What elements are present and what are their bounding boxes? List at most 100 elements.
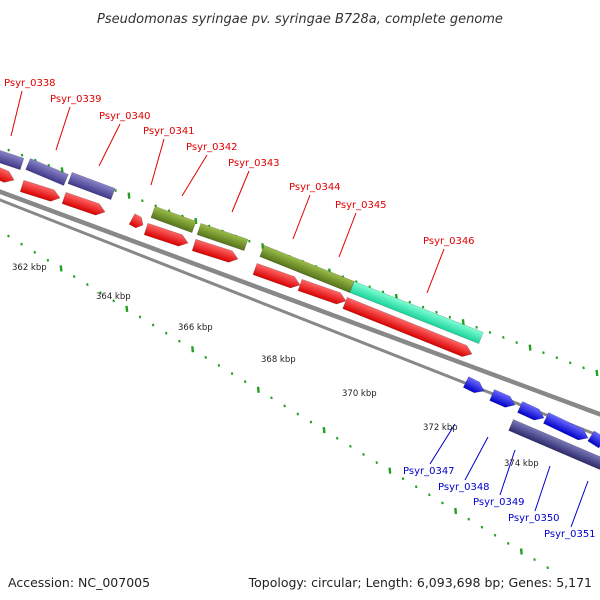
tick-mark	[46, 258, 50, 262]
tick-mark	[519, 548, 523, 555]
gene-label-Psyr_0343[interactable]: Psyr_0343	[228, 158, 280, 169]
cds-shape	[342, 297, 473, 357]
tick-mark	[47, 163, 51, 167]
gene-label-Psyr_0347[interactable]: Psyr_0347	[403, 466, 455, 477]
label-leader-line	[464, 436, 489, 481]
tick-mark	[20, 242, 23, 246]
tick-mark	[555, 356, 559, 360]
label-leader-line	[181, 154, 208, 197]
cds-shape	[297, 278, 347, 305]
tick-mark	[362, 452, 365, 456]
tick-mark	[112, 299, 115, 303]
gene-label-Psyr_0346[interactable]: Psyr_0346	[423, 236, 475, 247]
tick-mark	[165, 331, 168, 335]
tick-mark	[515, 341, 518, 344]
tick-mark	[428, 493, 431, 497]
label-leader-line	[426, 248, 445, 294]
tick-label: 366 kbp	[178, 323, 213, 333]
tick-mark	[141, 199, 144, 203]
cds-shape	[543, 412, 589, 441]
tick-mark	[138, 315, 142, 319]
tick-mark	[127, 192, 131, 199]
tick-mark	[194, 217, 198, 225]
cds-shape	[143, 222, 189, 247]
tick-mark	[86, 283, 89, 287]
label-leader-line	[55, 106, 71, 151]
gene-label-Psyr_0342[interactable]: Psyr_0342	[186, 142, 238, 153]
label-leader-line	[10, 90, 23, 137]
cds-Psyr_0350-forward	[543, 412, 589, 441]
tick-mark	[467, 517, 471, 521]
tick-mark	[480, 525, 484, 529]
tick-label: 368 kbp	[261, 355, 296, 365]
cds-Psyr_0341-forward	[128, 213, 144, 229]
tick-mark	[401, 477, 405, 481]
cds-shape	[587, 430, 600, 449]
cds-Psyr_0342-olive	[150, 205, 197, 234]
cds-shape	[128, 213, 144, 229]
tick-mark	[493, 533, 497, 537]
tick-mark	[448, 315, 452, 319]
accession-text: Accession: NC_007005	[8, 575, 150, 590]
tick-mark	[309, 420, 313, 424]
gene-label-Psyr_0349[interactable]: Psyr_0349	[473, 497, 525, 508]
gene-label-Psyr_0338[interactable]: Psyr_0338	[4, 78, 56, 89]
tick-mark	[421, 305, 425, 309]
gene-label-Psyr_0340[interactable]: Psyr_0340	[99, 111, 151, 122]
gene-label-Psyr_0339[interactable]: Psyr_0339	[50, 94, 102, 105]
tick-mark	[178, 339, 181, 343]
cds-forward-segment	[0, 166, 15, 183]
tick-mark	[542, 351, 545, 355]
tick-mark	[388, 467, 392, 474]
tick-mark	[243, 380, 247, 384]
tick-mark	[33, 250, 37, 254]
tick-mark	[506, 541, 510, 545]
tick-mark	[20, 153, 24, 157]
cds-shape	[252, 262, 301, 289]
cds-shape	[67, 171, 116, 201]
tick-mark	[435, 310, 438, 314]
tick-mark	[375, 461, 378, 464]
tick-mark	[248, 239, 251, 243]
gene-label-Psyr_0345[interactable]: Psyr_0345	[335, 200, 387, 211]
tick-mark	[349, 444, 352, 448]
cds-Psyr_0338-reverse	[0, 148, 25, 171]
tick-mark	[99, 291, 102, 295]
gene-label-Psyr_0341[interactable]: Psyr_0341	[143, 126, 195, 137]
cds-Psyr_0344-olive	[259, 245, 355, 293]
tick-mark	[154, 204, 158, 208]
backbone-line-outer	[0, 189, 600, 417]
cds-shape	[489, 389, 516, 408]
gene-label-Psyr_0351[interactable]: Psyr_0351	[544, 529, 596, 540]
genome-summary-text: Topology: circular; Length: 6,093,698 bp…	[248, 575, 592, 590]
tick-mark	[256, 386, 260, 393]
cds-shape	[25, 158, 69, 186]
tick-mark	[217, 364, 221, 367]
tick-mark	[270, 396, 273, 400]
gene-label-Psyr_0344[interactable]: Psyr_0344	[289, 182, 341, 193]
cds-Psyr_0351-forward	[587, 430, 600, 449]
tick-mark	[488, 330, 492, 334]
label-leader-line	[534, 465, 551, 512]
gene-label-Psyr_0350[interactable]: Psyr_0350	[508, 513, 560, 524]
tick-mark	[125, 305, 129, 312]
label-leader-line	[150, 138, 165, 186]
cds-shape	[349, 281, 484, 344]
gene-label-Psyr_0348[interactable]: Psyr_0348	[438, 482, 490, 493]
tick-mark	[322, 427, 326, 434]
cds-Psyr_0340-reverse	[67, 171, 116, 201]
tick-label: 370 kbp	[342, 389, 377, 399]
cds-Psyr_0339-forward	[19, 179, 61, 202]
cds-Psyr_0348-forward	[489, 389, 516, 408]
tick-mark	[441, 501, 444, 505]
tick-mark	[7, 234, 10, 238]
tick-mark	[454, 507, 458, 515]
label-leader-line	[429, 423, 456, 465]
label-leader-line	[292, 194, 311, 240]
cds-Psyr_0349-forward	[517, 401, 545, 421]
tick-mark	[335, 436, 339, 440]
cds-shape	[259, 245, 355, 293]
label-leader-line	[338, 212, 357, 258]
cds-Psyr_0340-forward	[61, 191, 106, 216]
tick-mark	[7, 148, 10, 152]
